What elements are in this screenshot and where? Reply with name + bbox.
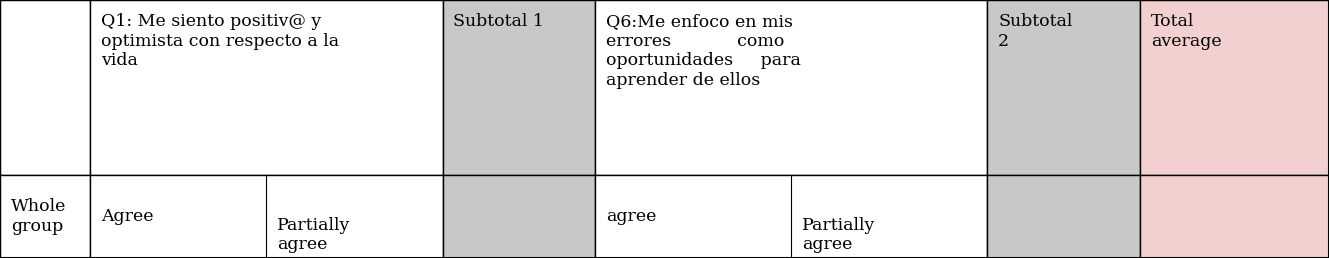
Bar (595, 175, 987, 258)
Bar (90, 0, 443, 175)
Text: Q6:Me enfoco en mis
errores            como
oportunidades     para
aprender de e: Q6:Me enfoco en mis errores como oportun… (606, 13, 801, 89)
Bar (595, 0, 987, 175)
Bar (987, 175, 1140, 258)
Bar (987, 0, 1140, 175)
Text: Q1: Me siento positiv@ y
optimista con respecto a la
vida: Q1: Me siento positiv@ y optimista con r… (101, 13, 339, 69)
Bar (1140, 175, 1329, 258)
Text: Subtotal
2: Subtotal 2 (998, 13, 1073, 50)
Bar (443, 0, 595, 175)
Bar (443, 175, 595, 258)
Text: Agree: Agree (101, 208, 154, 225)
Bar (90, 175, 443, 258)
Text: Partially
agree: Partially agree (803, 217, 876, 253)
Text: Partially
agree: Partially agree (278, 217, 351, 253)
Text: Total
average: Total average (1151, 13, 1221, 50)
Bar (1140, 0, 1329, 175)
Bar (0, 175, 90, 258)
Text: agree: agree (606, 208, 657, 225)
Bar (0, 0, 90, 175)
Text: Subtotal 1: Subtotal 1 (453, 13, 544, 30)
Text: Whole
group: Whole group (11, 198, 66, 235)
